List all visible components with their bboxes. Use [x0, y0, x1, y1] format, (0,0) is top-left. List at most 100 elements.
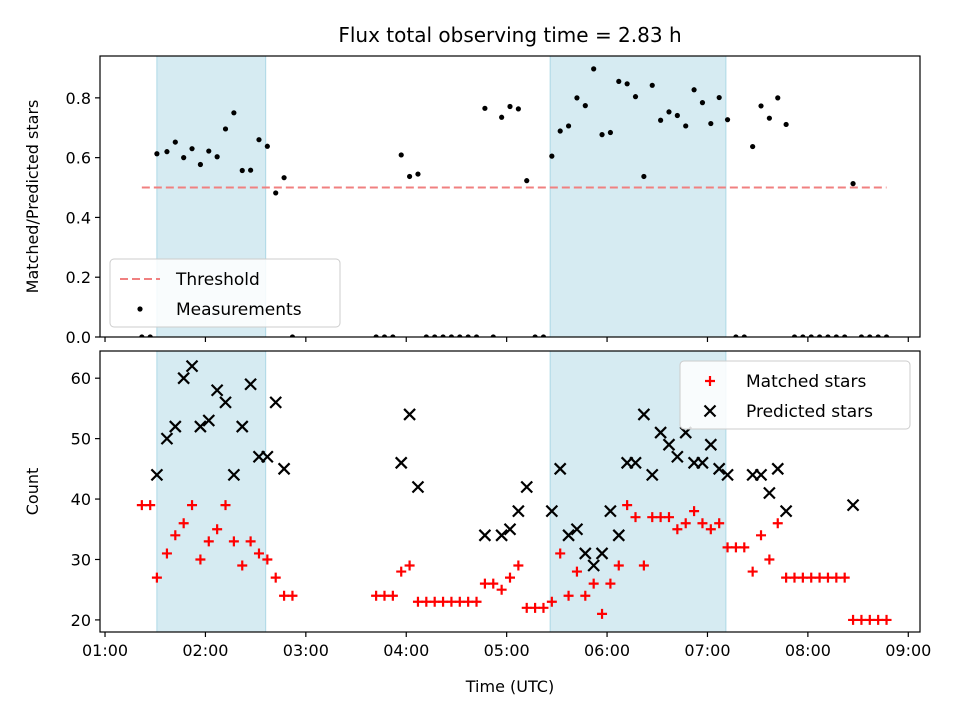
- matched-stars-point-48: [605, 578, 616, 589]
- matched-stars-point-74: [822, 572, 833, 583]
- matched-stars-point-26: [421, 596, 432, 607]
- plot-frame: [99, 55, 921, 338]
- matched-stars-point-10: [212, 524, 223, 535]
- matched-stars-point-17: [270, 572, 281, 583]
- measurements-point-2: [147, 334, 153, 337]
- matched-stars-point-45: [580, 590, 591, 601]
- y-tick-label-3: 40: [71, 490, 91, 509]
- predicted-stars-point-22: [503, 522, 517, 536]
- matched-stars-point-19: [287, 590, 298, 601]
- measurements-point-68: [775, 95, 781, 101]
- measurements-point-37: [515, 106, 521, 112]
- matched-stars-point-54: [655, 512, 666, 523]
- predicted-stars-point-50: [771, 462, 785, 476]
- matched-stars-point-42: [555, 548, 566, 559]
- predicted-stars-point-43: [696, 456, 709, 470]
- measurements-point-80: [875, 334, 881, 337]
- measurements-point-34: [490, 334, 496, 337]
- predicted-stars-point-46: [721, 468, 734, 482]
- predicted-stars-point-12: [244, 377, 257, 391]
- predicted-stars-point-8: [210, 384, 224, 397]
- predicted-stars-point-23: [512, 504, 525, 518]
- predicted-stars-point-9: [219, 396, 232, 409]
- matched-stars-point-80: [873, 614, 884, 625]
- plot-area: [139, 66, 890, 337]
- matched-stars-point-69: [781, 572, 792, 583]
- measurements-point-67: [766, 115, 772, 121]
- measurements-point-15: [256, 137, 262, 143]
- matched-stars-point-38: [521, 602, 532, 613]
- matched-stars-point-81: [881, 614, 892, 625]
- x-tick-label-8: 08:00: [785, 641, 831, 660]
- predicted-stars-point-33: [612, 529, 626, 542]
- measurements-point-69: [783, 121, 789, 128]
- legend-matched-swatch: [705, 376, 715, 386]
- measurements-point-42: [557, 128, 563, 134]
- matched-stars-point-73: [814, 572, 825, 583]
- measurements-point-5: [172, 139, 178, 145]
- measurements-point-35: [499, 114, 505, 120]
- matched-stars-point-75: [831, 572, 842, 583]
- matched-stars-point-61: [714, 518, 725, 529]
- measurements-point-74: [825, 334, 831, 337]
- shaded-interval-1: [156, 350, 267, 633]
- measurements-point-45: [582, 103, 588, 109]
- predicted-stars-point-4: [177, 371, 190, 385]
- ratio-panel: 0.0 0.2 0.4 0.6 0.8 Matched/Predicted stars Th…: [23, 55, 921, 347]
- matched-stars-point-37: [513, 560, 524, 571]
- matched-stars-point-35: [496, 584, 507, 595]
- measurements-point-73: [816, 334, 823, 337]
- predicted-stars-point-5: [185, 359, 199, 373]
- matched-stars-point-72: [806, 572, 817, 583]
- matched-stars-point-12: [228, 536, 239, 547]
- measurements-point-51: [632, 94, 639, 100]
- matched-stars-point-13: [237, 560, 248, 571]
- measurements-point-66: [758, 103, 764, 109]
- predicted-stars-point-7: [202, 414, 216, 427]
- measurements-point-13: [239, 167, 245, 174]
- predicted-stars-point-25: [545, 504, 559, 518]
- x-axis-label: Time (UTC): [465, 677, 554, 696]
- count-panel: 01:00 02:00 03:00 04:00 05:00 06:00 07:00 08:00…: [23, 350, 931, 696]
- predicted-stars-point-52: [846, 498, 860, 512]
- shaded-interval-2: [549, 55, 727, 338]
- y-tick-label-4: 50: [71, 430, 91, 449]
- predicted-stars-point-44: [704, 438, 718, 451]
- matched-stars-point-28: [438, 596, 449, 607]
- measurements-point-41: [549, 153, 555, 159]
- matched-stars-point-49: [613, 560, 624, 571]
- measurements-point-55: [666, 109, 672, 115]
- predicted-stars-point-40: [671, 450, 684, 464]
- matched-stars-point-47: [597, 608, 608, 619]
- measurements-point-75: [833, 334, 839, 337]
- matched-stars-point-60: [705, 524, 716, 535]
- measurements-point-57: [683, 123, 689, 129]
- predicted-stars-point-17: [394, 456, 408, 470]
- predicted-stars-point-26: [553, 462, 567, 476]
- matched-stars-point-63: [730, 542, 741, 553]
- measurements-point-36: [507, 103, 513, 110]
- measurements-point-9: [206, 148, 212, 154]
- y-axis-label: Matched/Predicted stars: [23, 100, 42, 294]
- matched-stars-point-44: [571, 566, 582, 577]
- x-tick-label-1: 01:00: [82, 641, 128, 660]
- legend-label-2: Predicted stars: [746, 402, 873, 422]
- matched-stars-point-16: [262, 554, 273, 565]
- matched-stars-point-67: [764, 554, 775, 565]
- x-tick-label-6: 06:00: [584, 641, 630, 660]
- matched-stars-point-70: [789, 572, 800, 583]
- y-tick-label-4: 0.6: [66, 149, 91, 168]
- measurements-point-81: [883, 334, 890, 337]
- legend: Matched stars Predicted stars: [679, 360, 911, 430]
- legend: Threshold Measurements: [109, 258, 341, 328]
- measurements-point-1: [139, 334, 145, 337]
- measurements-point-40: [540, 334, 547, 337]
- measurements-point-65: [750, 143, 756, 150]
- matched-stars-point-57: [680, 518, 691, 529]
- predicted-stars-point-11: [235, 420, 249, 433]
- predicted-stars-point-30: [587, 559, 600, 572]
- y-tick-label-2: 30: [71, 550, 91, 569]
- matched-stars-point-30: [454, 596, 465, 607]
- matched-stars-point-11: [220, 500, 231, 511]
